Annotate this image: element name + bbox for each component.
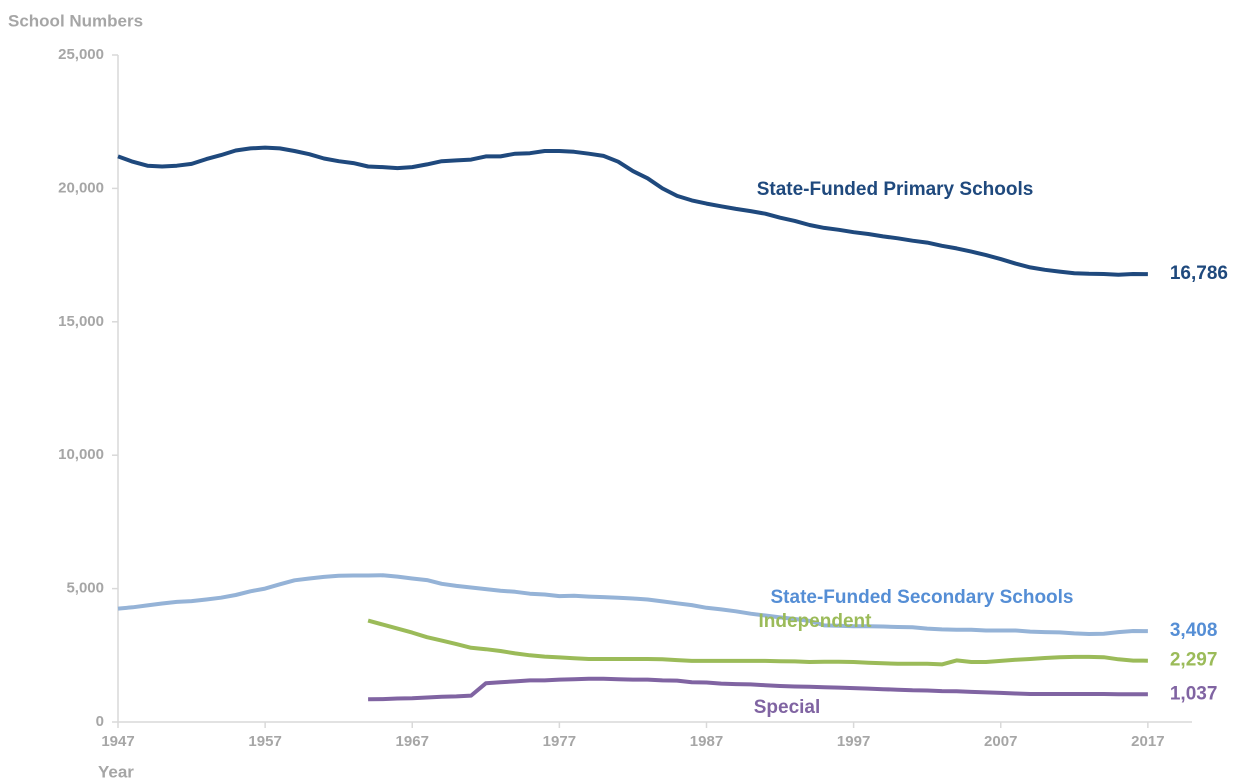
x-tick-label: 1967 — [396, 733, 429, 750]
y-tick-label: 5,000 — [66, 580, 104, 597]
series-label: State-Funded Secondary Schools — [771, 587, 1074, 608]
y-tick-label: 15,000 — [58, 313, 104, 330]
y-tick-label: 10,000 — [58, 446, 104, 463]
x-tick-label: 1997 — [837, 733, 870, 750]
series-label: State-Funded Primary Schools — [757, 179, 1034, 200]
series-line — [117, 573, 1148, 636]
x-tick-label: 1947 — [101, 733, 134, 750]
series-line — [367, 618, 1148, 667]
end-value-label: 16,786 — [1170, 263, 1228, 284]
end-value-label: 3,408 — [1170, 620, 1218, 641]
end-value-label: 2,297 — [1170, 650, 1218, 671]
x-tick-label: 2017 — [1131, 733, 1164, 750]
end-value-label: 1,037 — [1170, 683, 1218, 704]
series-line — [117, 145, 1148, 277]
x-tick-label: 1977 — [543, 733, 576, 750]
y-tick-label: 25,000 — [58, 46, 104, 63]
series-line — [368, 676, 1148, 702]
y-axis-title: School Numbers — [8, 11, 143, 30]
x-tick-label: 1957 — [248, 733, 281, 750]
x-tick-label: 2007 — [984, 733, 1017, 750]
x-tick-label: 1987 — [690, 733, 723, 750]
y-tick-label: 20,000 — [58, 179, 104, 196]
series-label: Special — [754, 697, 821, 718]
series-label: Independent — [759, 611, 873, 632]
x-axis-title: Year — [98, 762, 134, 781]
y-tick-label: 0 — [96, 713, 104, 730]
